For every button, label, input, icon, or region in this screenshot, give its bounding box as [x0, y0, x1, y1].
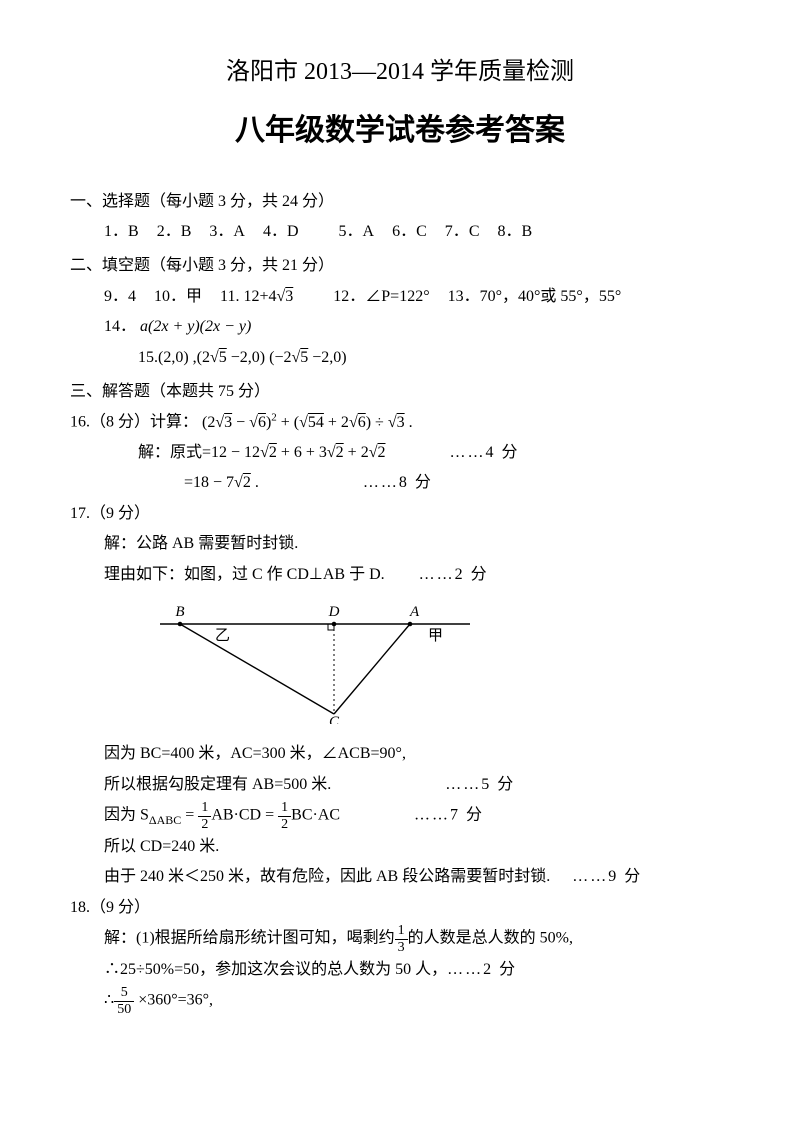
p16-sol-2: =18 − 7√2 . ……8 分 [70, 468, 730, 498]
label-jia: 甲 [428, 628, 443, 644]
section-2-line-1: 9．4 10．甲 11. 12+4√3 12．∠P=122° 13．70°，40… [70, 282, 730, 312]
p16-head: 16.（8 分）计算： (2√3 − √6)2 + (√54 + 2√6) ÷ … [70, 407, 730, 438]
section-3-title: 三、解答题（本题共 75 分） [70, 377, 730, 407]
section-1-title: 一、选择题（每小题 3 分，共 24 分） [70, 187, 730, 217]
title-line-1: 洛阳市 2013—2014 学年质量检测 [70, 50, 730, 96]
p17-l1: 解：公路 AB 需要暂时封锁. [70, 529, 730, 559]
p17-head: 17.（9 分） [70, 499, 730, 529]
p17-l7: 由于 240 米＜250 米，故有危险，因此 AB 段公路需要暂时封锁. ……9… [70, 862, 730, 892]
p16-sol-1: 解：原式=12 − 12√2 + 6 + 3√2 + 2√2 ……4 分 [70, 438, 730, 468]
p17-diagram: B D A C 乙 甲 [160, 594, 480, 724]
p18-head: 18.（9 分） [70, 893, 730, 923]
p18-l2: ∴25÷50%=50，参加这次会议的总人数为 50 人，……2 分 [70, 955, 730, 985]
p17-l5: 因为 SΔABC = 12AB·CD = 12BC·AC ……7 分 [70, 800, 730, 832]
section-2-title: 二、填空题（每小题 3 分，共 21 分） [70, 251, 730, 281]
label-A: A [409, 604, 420, 620]
p17-l3: 因为 BC=400 米，AC=300 米，∠ACB=90°, [70, 739, 730, 769]
title-line-2: 八年级数学试卷参考答案 [70, 102, 730, 159]
section-2-q14: 14． a(2x + y)(2x − y) [70, 312, 730, 342]
section-1-answers: 1．B 2．B 3．A 4．D 5．A 6．C 7．C 8．B [70, 217, 730, 247]
section-2-q15: 15.(2,0) ,(2√5 −2,0) (−2√5 −2,0) [70, 343, 730, 373]
label-C: C [329, 714, 340, 724]
label-D: D [328, 604, 340, 620]
label-B: B [175, 604, 184, 620]
p17-l2: 理由如下：如图，过 C 作 CD⊥AB 于 D. ……2 分 [70, 560, 730, 590]
p17-l6: 所以 CD=240 米. [70, 832, 730, 862]
p18-l3: ∴550 ×360°=36°, [70, 985, 730, 1017]
p17-l4: 所以根据勾股定理有 AB=500 米. ……5 分 [70, 770, 730, 800]
p18-l1: 解：(1)根据所给扇形统计图可知，喝剩约13的人数是总人数的 50%, [70, 923, 730, 955]
label-yi: 乙 [215, 628, 230, 644]
